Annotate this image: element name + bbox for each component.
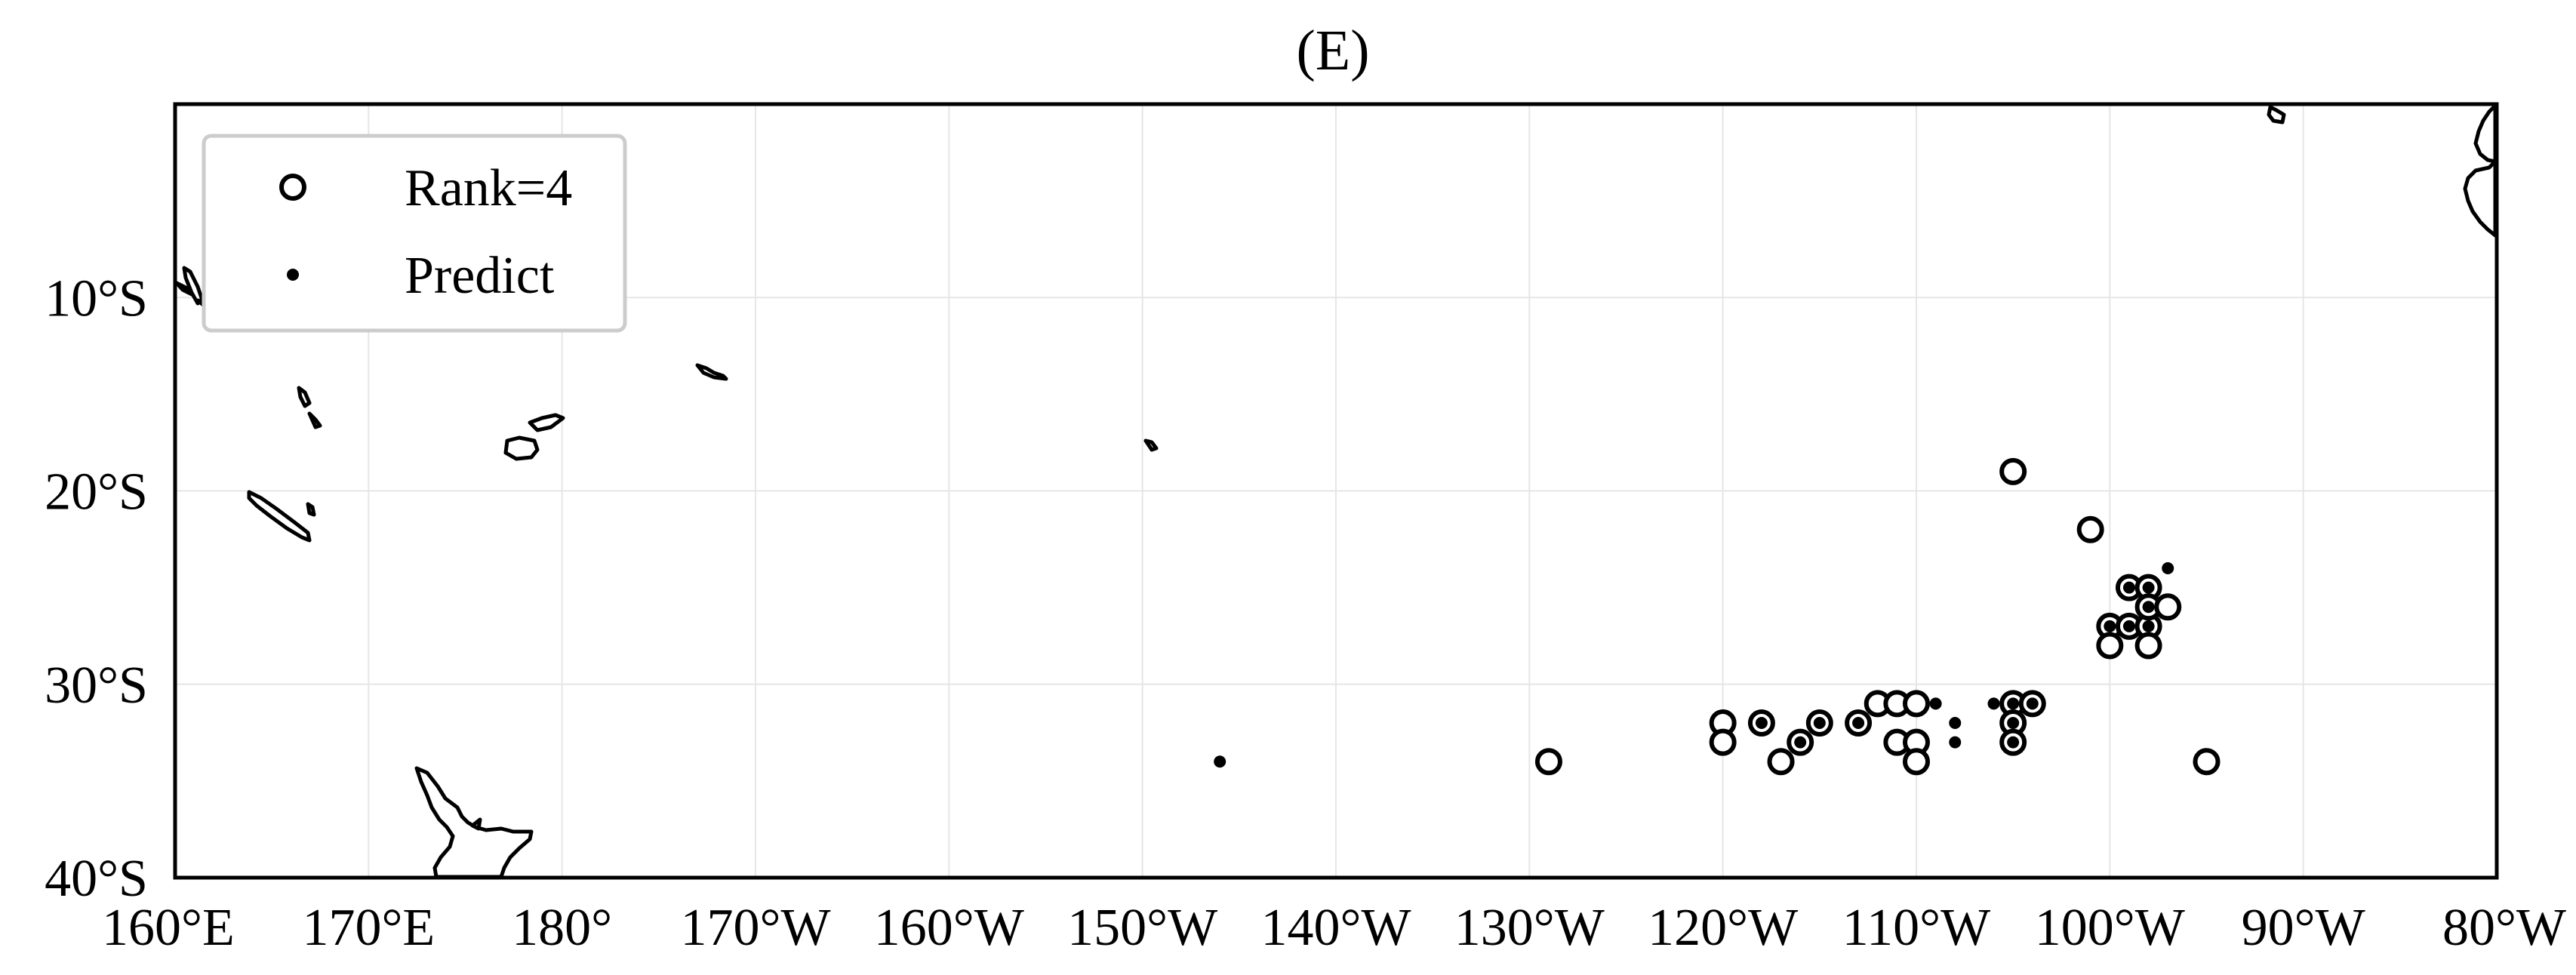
predict-point [2162, 562, 2174, 574]
y-tick-label: 30°S [45, 657, 148, 715]
predict-point [1755, 717, 1768, 729]
coastline-new-caledonia [247, 490, 316, 543]
x-tick-label: 180° [512, 899, 612, 957]
predict-point [2142, 601, 2155, 614]
legend-rank4-marker [279, 174, 306, 201]
predict-point [1794, 736, 1807, 749]
x-tick-label: 120°W [1648, 899, 1798, 957]
x-axis-tick-labels: 160°E 170°E 180° 170°W 160°W 150°W 140°W 130°W 1… [102, 899, 2566, 957]
predict-point [2104, 620, 2116, 632]
legend-rank4-label: Rank=4 [405, 159, 572, 217]
rank4-point [1903, 690, 1930, 718]
coastline-new-zealand [414, 766, 534, 879]
rank4-point [2076, 515, 2104, 543]
coastline-tahiti [1143, 438, 1159, 452]
predict-point [2122, 581, 2135, 594]
coastline-samoa [695, 363, 728, 381]
legend-box [202, 134, 627, 333]
rank4-point [2096, 632, 2124, 660]
predict-point [1949, 736, 1962, 749]
y-axis-tick-labels: 10°S 20°S 30°S 40°S [45, 269, 148, 908]
x-tick-label: 150°W [1067, 899, 1217, 957]
series-rank4-markers [1534, 457, 2221, 776]
legend-predict-label: Predict [405, 247, 555, 305]
coastline-south-america [2463, 103, 2498, 238]
x-tick-label: 80°W [2442, 899, 2566, 957]
rank4-point [1767, 748, 1795, 776]
predict-point [2142, 620, 2155, 632]
rank4-point [1903, 748, 1930, 776]
predict-point [1214, 755, 1226, 768]
rank4-point [2193, 748, 2221, 776]
rank4-point [1534, 748, 1562, 776]
y-tick-label: 10°S [45, 269, 148, 328]
x-tick-label: 170°E [302, 899, 435, 957]
predict-point [2026, 697, 2039, 710]
x-tick-label: 90°W [2242, 899, 2365, 957]
predict-point [1949, 717, 1962, 729]
rank4-point [2134, 632, 2162, 660]
y-tick-label: 40°S [45, 850, 148, 908]
coastline-fiji [503, 413, 565, 461]
x-tick-label: 100°W [2035, 899, 2185, 957]
rank4-point [1999, 457, 2027, 485]
plot-frame [173, 102, 2499, 880]
predict-point [1813, 717, 1826, 729]
series-predict-markers [1214, 562, 2174, 768]
x-tick-label: 160°W [874, 899, 1024, 957]
predict-point [2007, 697, 2020, 710]
legend-predict-marker [287, 269, 299, 281]
predict-point [2007, 736, 2020, 749]
figure-title: (E) [1296, 19, 1369, 82]
y-tick-label: 20°S [45, 463, 148, 521]
predict-point [1929, 697, 1942, 710]
x-tick-label: 110°W [1842, 899, 1990, 957]
predict-point [1987, 697, 2000, 710]
rank4-point [1709, 728, 1737, 756]
x-tick-label: 160°E [102, 899, 235, 957]
predict-point [2007, 717, 2020, 729]
x-tick-label: 130°W [1454, 899, 1605, 957]
predict-point [2142, 581, 2155, 594]
x-tick-label: 140°W [1260, 899, 1411, 957]
coastline-galapagos [2267, 105, 2286, 125]
predict-point [2122, 620, 2135, 632]
rank4-point [2154, 593, 2182, 621]
x-tick-label: 170°W [680, 899, 830, 957]
predict-point [1852, 717, 1865, 729]
legend: Rank=4 Predict [202, 134, 627, 333]
coastline-vanuatu [297, 386, 322, 429]
